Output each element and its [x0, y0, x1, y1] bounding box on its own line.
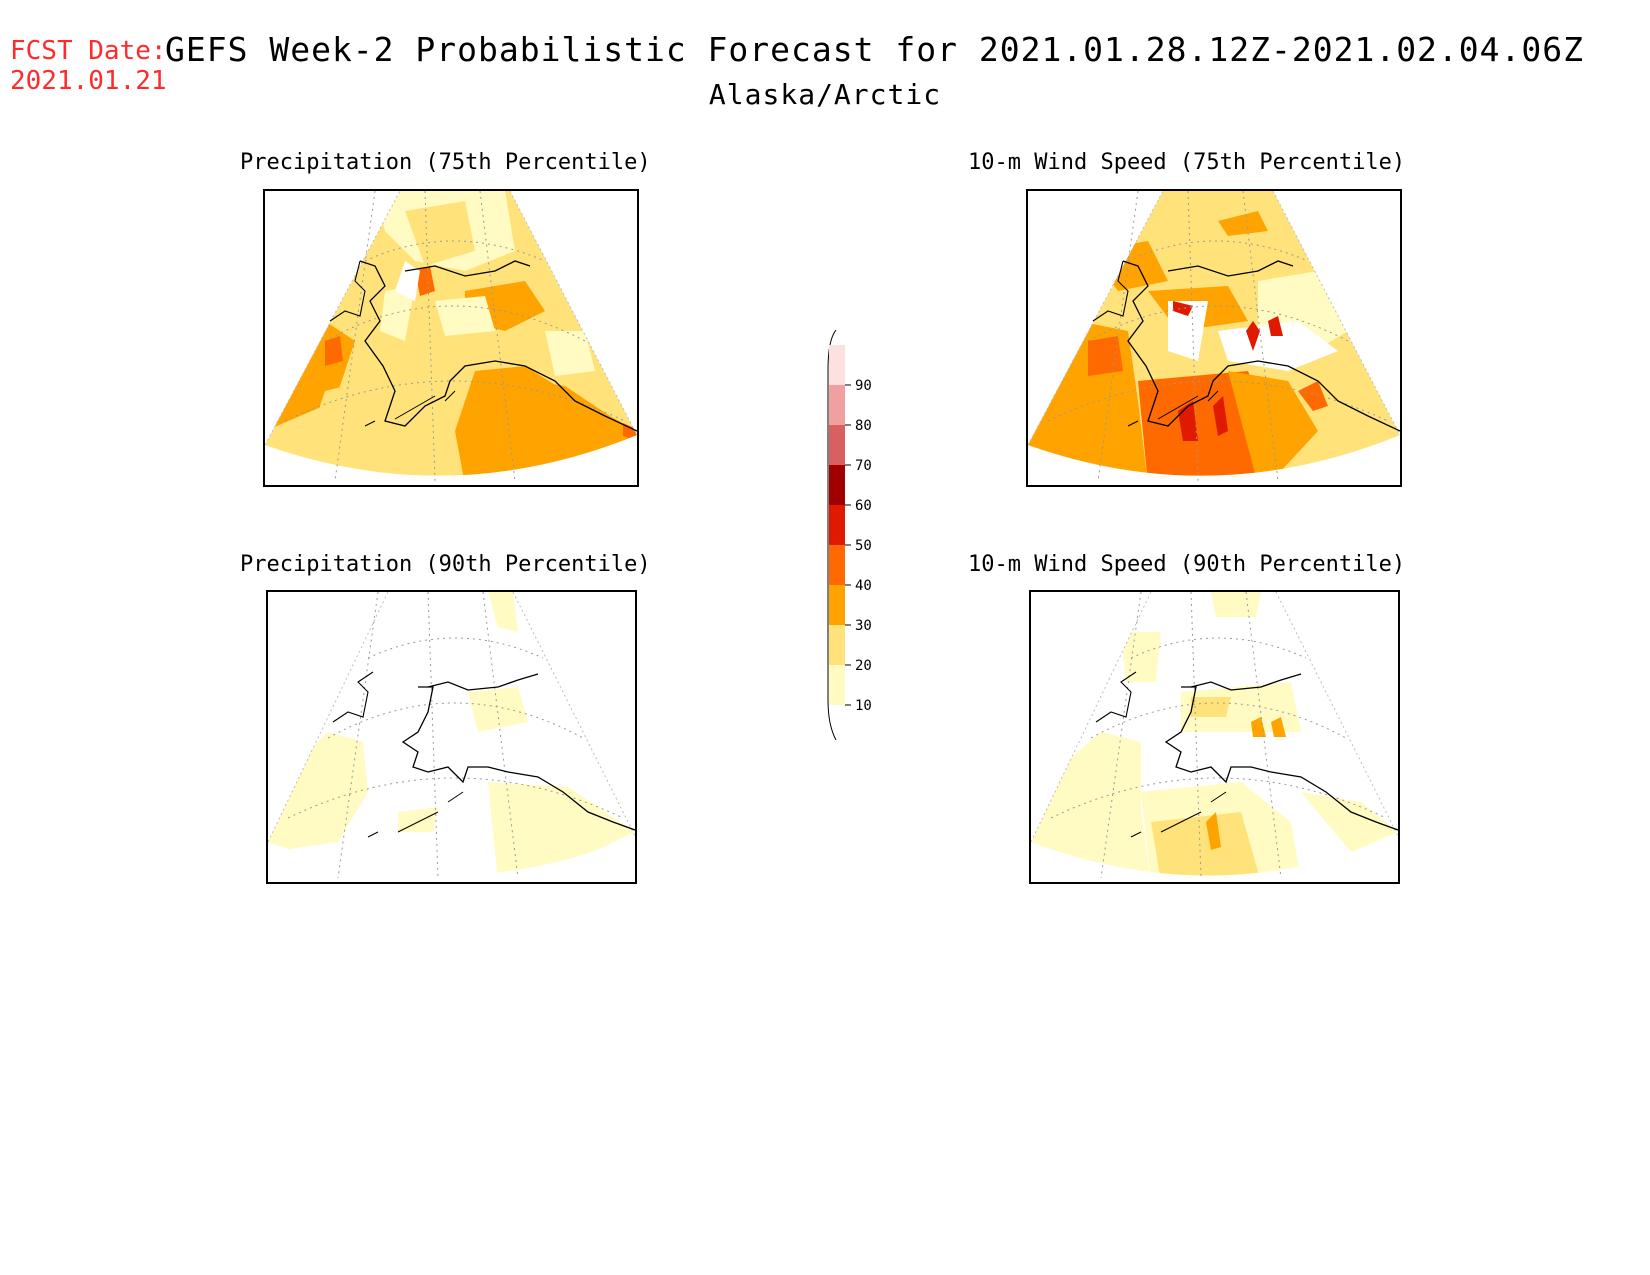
colorbar-segment — [829, 625, 845, 665]
map-precip-75-graphic — [265, 191, 637, 482]
colorbar-label: 60 — [855, 498, 872, 514]
color-scale-legend: 10 20 30 40 50 60 70 80 90 — [827, 330, 872, 741]
colorbar-outline — [827, 330, 837, 741]
panel-title-wind-75: 10-m Wind Speed (75th Percentile) — [968, 150, 1406, 175]
region-subtitle: Alaska/Arctic — [708, 78, 942, 111]
colorbar-label: 20 — [855, 658, 872, 674]
colorbar-label: 40 — [855, 578, 872, 594]
panel-title-precip-75: Precipitation (75th Percentile) — [240, 150, 651, 175]
forecast-date-value: 2021.01.21 — [10, 66, 167, 96]
colorbar-label: 50 — [855, 538, 872, 554]
colorbar-segment — [829, 505, 845, 545]
colorbar-segment — [829, 385, 845, 425]
panel-title-precip-90: Precipitation (90th Percentile) — [240, 552, 651, 577]
colorbar-label: 10 — [855, 698, 872, 714]
colorbar-label: 70 — [855, 458, 872, 474]
map-wind-75-graphic — [1028, 191, 1400, 482]
map-precip-90-graphic — [268, 592, 635, 879]
colorbar-segment — [829, 585, 845, 625]
map-wind-90-graphic — [1031, 592, 1398, 879]
forecast-date-label: FCST Date: 2021.01.21 — [10, 36, 167, 96]
colorbar-segment — [829, 665, 845, 705]
colorbar-segment — [829, 545, 845, 585]
colorbar-segment — [829, 345, 845, 385]
colorbar-segment — [829, 465, 845, 505]
forecast-date-caption: FCST Date: — [10, 36, 167, 66]
map-wind-75 — [1026, 189, 1402, 487]
page-title: GEFS Week-2 Probabilistic Forecast for 2… — [165, 30, 1585, 69]
colorbar-label: 80 — [855, 418, 872, 434]
map-wind-90 — [1029, 590, 1400, 884]
map-precip-75 — [263, 189, 639, 487]
panel-title-wind-90: 10-m Wind Speed (90th Percentile) — [968, 552, 1406, 577]
colorbar-label: 30 — [855, 618, 872, 634]
map-precip-90 — [266, 590, 637, 884]
colorbar-label: 90 — [855, 378, 872, 394]
colorbar-segment — [829, 425, 845, 465]
